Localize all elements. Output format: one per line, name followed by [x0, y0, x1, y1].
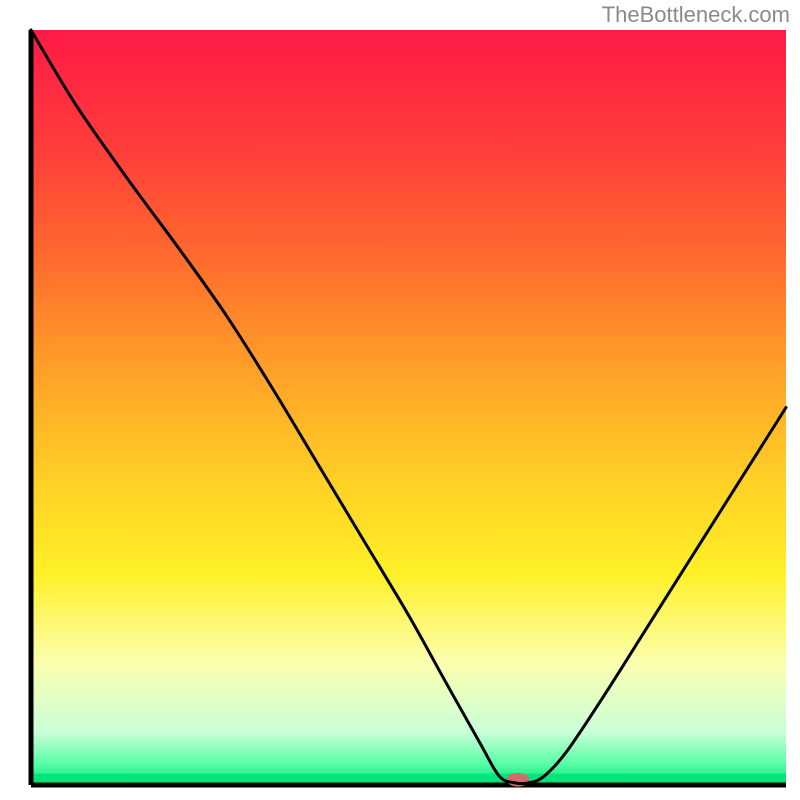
- watermark-text: TheBottleneck.com: [602, 2, 790, 28]
- plot-background: [31, 30, 786, 785]
- chart-svg: [0, 0, 800, 800]
- bottleneck-chart: TheBottleneck.com: [0, 0, 800, 800]
